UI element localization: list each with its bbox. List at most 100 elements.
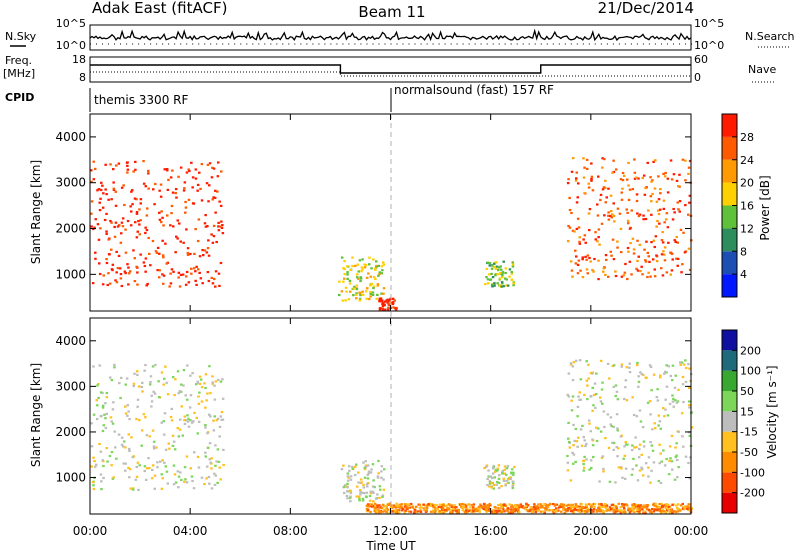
- echo-cell: [349, 290, 352, 293]
- echo-cell: [207, 239, 210, 242]
- echo-cell: [193, 451, 196, 454]
- echo-cell: [601, 166, 604, 169]
- echo-cell: [185, 228, 188, 231]
- echo-cell: [485, 509, 488, 512]
- echo-cell: [124, 383, 127, 386]
- echo-cell: [682, 400, 685, 404]
- echo-cell: [215, 240, 218, 244]
- echo-cell: [189, 252, 192, 256]
- echo-cell: [578, 240, 581, 243]
- echo-cell: [129, 487, 133, 490]
- echo-cell: [506, 507, 510, 510]
- echo-cell: [148, 435, 151, 438]
- echo-cell: [635, 193, 639, 196]
- echo-cell: [578, 236, 581, 239]
- echo-cell: [637, 380, 641, 383]
- echo-cell: [571, 451, 574, 454]
- echo-cell: [160, 487, 164, 490]
- echo-cell: [644, 462, 648, 465]
- echo-cell: [571, 229, 575, 232]
- echo-cell: [512, 282, 515, 285]
- echo-cell: [206, 465, 209, 468]
- echo-cell: [380, 470, 383, 473]
- echo-cell: [603, 425, 606, 429]
- colorbar-tick-label: 24: [740, 154, 754, 167]
- echo-cell: [360, 481, 363, 484]
- echo-cell: [649, 510, 652, 513]
- echo-cell: [455, 506, 458, 509]
- echo-cell: [126, 404, 129, 407]
- echo-cell: [467, 503, 470, 506]
- echo-cell: [372, 500, 375, 503]
- echo-cell: [184, 200, 187, 204]
- echo-cell: [154, 363, 157, 367]
- echo-cell: [385, 511, 388, 514]
- echo-cell: [378, 298, 381, 301]
- echo-cell: [361, 258, 364, 261]
- beam-label: Beam 11: [358, 3, 425, 21]
- echo-cell: [132, 170, 135, 173]
- echo-cell: [354, 293, 358, 296]
- echo-cell: [147, 169, 150, 172]
- echo-cell: [572, 508, 576, 511]
- echo-cell: [632, 252, 636, 255]
- echo-cell: [504, 484, 507, 487]
- echo-cell: [676, 257, 680, 260]
- echo-cell: [580, 444, 584, 447]
- echo-cell: [515, 505, 519, 509]
- echo-cell: [361, 290, 364, 293]
- echo-cell: [472, 510, 475, 513]
- echo-cell: [488, 481, 492, 484]
- echo-cell: [140, 444, 143, 447]
- echo-cell: [93, 460, 96, 463]
- echo-cell: [626, 246, 630, 250]
- echo-cell: [434, 509, 437, 512]
- echo-cell: [375, 510, 379, 513]
- echo-cell: [675, 442, 678, 445]
- echo-cell: [210, 233, 213, 236]
- echo-cell: [613, 508, 616, 511]
- echo-cell: [663, 253, 666, 256]
- echo-cell: [381, 261, 385, 264]
- echo-cell: [659, 452, 662, 455]
- echo-cell: [136, 271, 139, 274]
- echo-cell: [110, 268, 114, 271]
- echo-cell: [120, 436, 124, 439]
- echo-cell: [617, 509, 621, 512]
- y-tick-label: 4000: [55, 334, 86, 348]
- echo-cell: [397, 511, 401, 514]
- echo-cell: [150, 400, 154, 403]
- echo-cell: [152, 390, 155, 393]
- echo-cell: [94, 167, 97, 170]
- echo-cell: [577, 436, 580, 439]
- echo-cell: [217, 225, 220, 228]
- y-tick-label: 4000: [55, 130, 86, 144]
- echo-cell: [348, 496, 352, 500]
- power-y-label: Slant Range [km]: [29, 160, 43, 264]
- echo-cell: [144, 231, 147, 235]
- echo-cell: [675, 257, 678, 260]
- echo-cell: [108, 454, 112, 458]
- echo-cell: [136, 461, 140, 464]
- echo-cell: [660, 510, 664, 513]
- echo-cell: [482, 507, 485, 510]
- echo-cell: [394, 506, 397, 509]
- freq-tick-low: 8: [79, 71, 86, 84]
- echo-cell: [512, 473, 515, 476]
- echo-cell: [591, 189, 595, 192]
- echo-cell: [688, 268, 692, 271]
- echo-cell: [614, 481, 617, 484]
- echo-cell: [569, 363, 573, 366]
- echo-cell: [659, 192, 662, 195]
- echo-cell: [120, 221, 124, 224]
- echo-cell: [628, 507, 631, 510]
- power-heatmap: [90, 157, 693, 311]
- echo-cell: [158, 189, 161, 192]
- echo-cell: [603, 214, 606, 217]
- echo-cell: [110, 198, 113, 201]
- echo-cell: [387, 308, 390, 311]
- echo-cell: [170, 212, 173, 215]
- echo-cell: [638, 243, 642, 246]
- echo-cell: [155, 446, 158, 449]
